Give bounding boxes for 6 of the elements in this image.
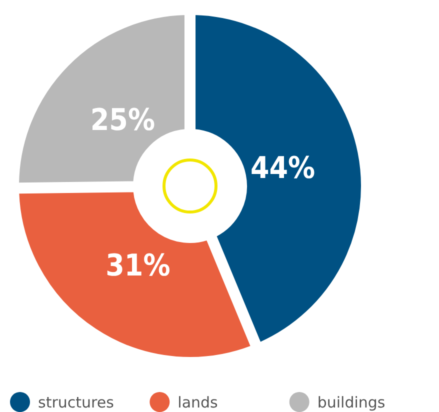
legend-label: buildings <box>317 393 386 412</box>
legend-label: structures <box>38 393 114 412</box>
data-label: 25% <box>90 103 155 138</box>
data-label: 31% <box>106 248 170 284</box>
data-label: 44% <box>250 151 316 186</box>
legend-label: lands <box>178 393 218 412</box>
